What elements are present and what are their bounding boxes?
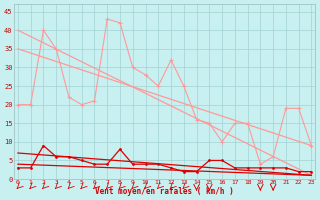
X-axis label: Vent moyen/en rafales ( km/h ): Vent moyen/en rafales ( km/h ): [95, 187, 234, 196]
